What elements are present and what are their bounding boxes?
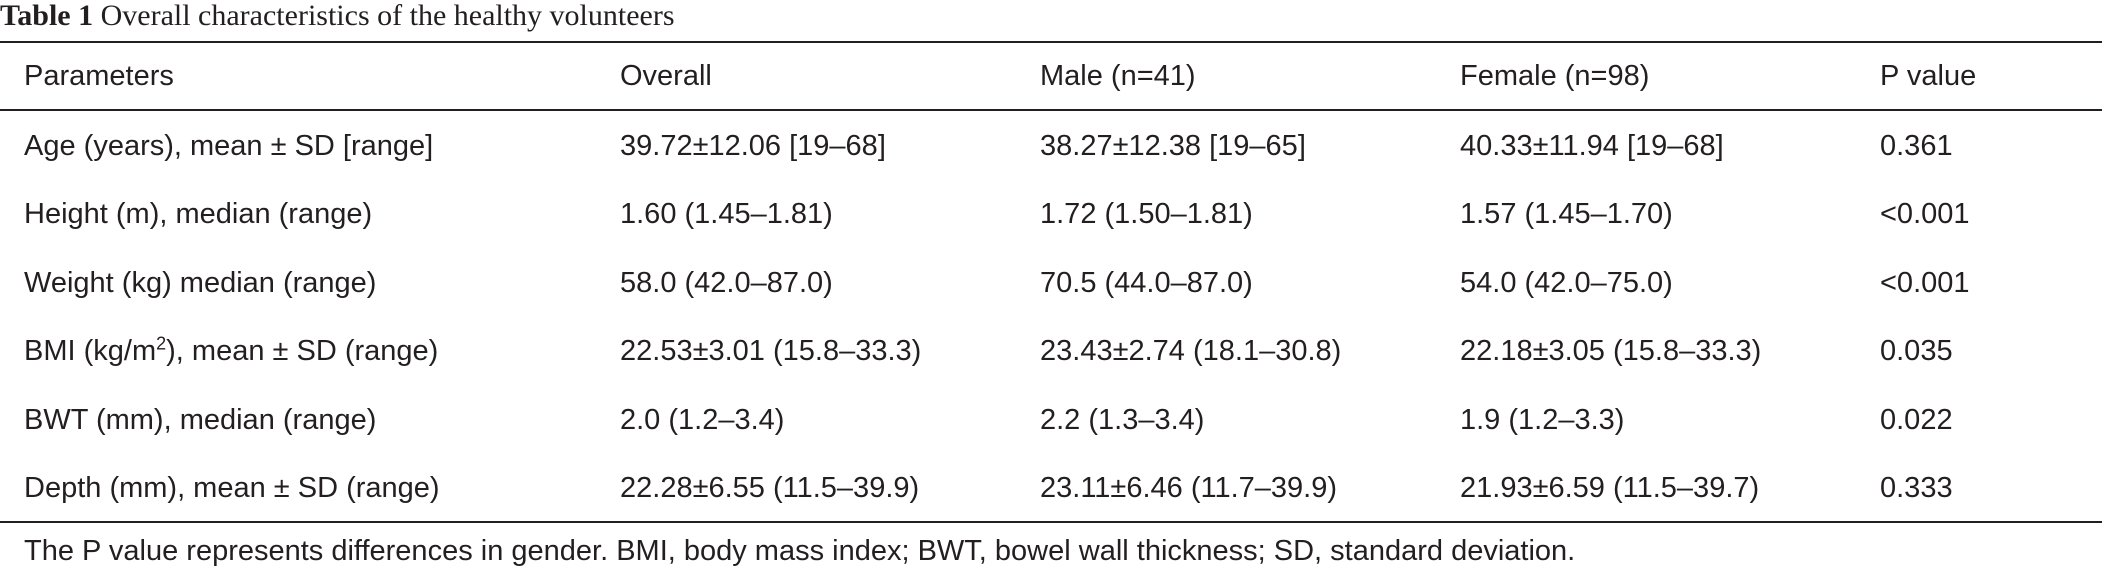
table-row: Height (m), median (range) 1.60 (1.45–1.… [0,180,2102,248]
row-female: 54.0 (42.0–75.0) [1460,267,1673,299]
row-p-value: <0.001 [1880,267,1970,299]
table-bottom-rule [0,521,2102,523]
row-male: 23.43±2.74 (18.1–30.8) [1040,335,1342,367]
header-p-value: P value [1880,60,1977,92]
row-male: 38.27±12.38 [19–65] [1040,130,1306,162]
row-female: 40.33±11.94 [19–68] [1460,130,1724,162]
row-overall: 39.72±12.06 [19–68] [620,130,886,162]
table-caption-label: Table 1 [0,0,94,32]
row-male: 1.72 (1.50–1.81) [1040,198,1253,230]
table-top-rule [0,41,2102,43]
row-male: 70.5 (44.0–87.0) [1040,267,1253,299]
row-overall: 22.28±6.55 (11.5–39.9) [620,472,920,504]
row-male: 2.2 (1.3–3.4) [1040,404,1205,436]
table-row: BWT (mm), median (range) 2.0 (1.2–3.4) 2… [0,386,2102,454]
row-male: 23.11±6.46 (11.7–39.9) [1040,472,1338,504]
row-parameter: Height (m), median (range) [24,198,373,230]
row-p-value: <0.001 [1880,198,1970,230]
table-caption-text: Overall characteristics of the healthy v… [100,0,675,32]
table-row: Age (years), mean ± SD [range] 39.72±12.… [0,112,2102,180]
header-female: Female (n=98) [1460,60,1650,92]
row-female: 1.9 (1.2–3.3) [1460,404,1625,436]
row-overall: 58.0 (42.0–87.0) [620,267,833,299]
header-parameters: Parameters [24,60,174,92]
row-overall: 1.60 (1.45–1.81) [620,198,833,230]
row-p-value: 0.022 [1880,404,1953,436]
row-p-value: 0.333 [1880,472,1953,504]
table-header-rule [0,109,2102,111]
header-male: Male (n=41) [1040,60,1196,92]
row-parameter: Depth (mm), mean ± SD (range) [24,472,440,504]
row-female: 21.93±6.59 (11.5–39.7) [1460,472,1760,504]
table-header-row: Parameters Overall Male (n=41) Female (n… [0,43,2102,109]
row-female: 22.18±3.05 (15.8–33.3) [1460,335,1762,367]
row-parameter-superscript: 2 [156,333,167,354]
row-parameter: BWT (mm), median (range) [24,404,377,436]
row-p-value: 0.361 [1880,130,1953,162]
row-overall: 2.0 (1.2–3.4) [620,404,785,436]
row-parameter: BMI (kg/m2), mean ± SD (range) [24,317,438,385]
table-row: Depth (mm), mean ± SD (range) 22.28±6.55… [0,454,2102,522]
table-row: Weight (kg) median (range) 58.0 (42.0–87… [0,249,2102,317]
row-parameter: Age (years), mean ± SD [range] [24,130,434,162]
row-overall: 22.53±3.01 (15.8–33.3) [620,335,922,367]
row-p-value: 0.035 [1880,335,1953,367]
table-caption: Table 1 Overall characteristics of the h… [0,0,675,36]
row-parameter: Weight (kg) median (range) [24,267,377,299]
row-parameter-suffix: ), mean ± SD (range) [166,335,439,367]
row-female: 1.57 (1.45–1.70) [1460,198,1673,230]
table-footnote: The P value represents differences in ge… [24,535,1576,567]
row-parameter-prefix: BMI (kg/m [24,335,157,367]
header-overall: Overall [620,60,712,92]
table-row: BMI (kg/m2), mean ± SD (range) 22.53±3.0… [0,317,2102,385]
